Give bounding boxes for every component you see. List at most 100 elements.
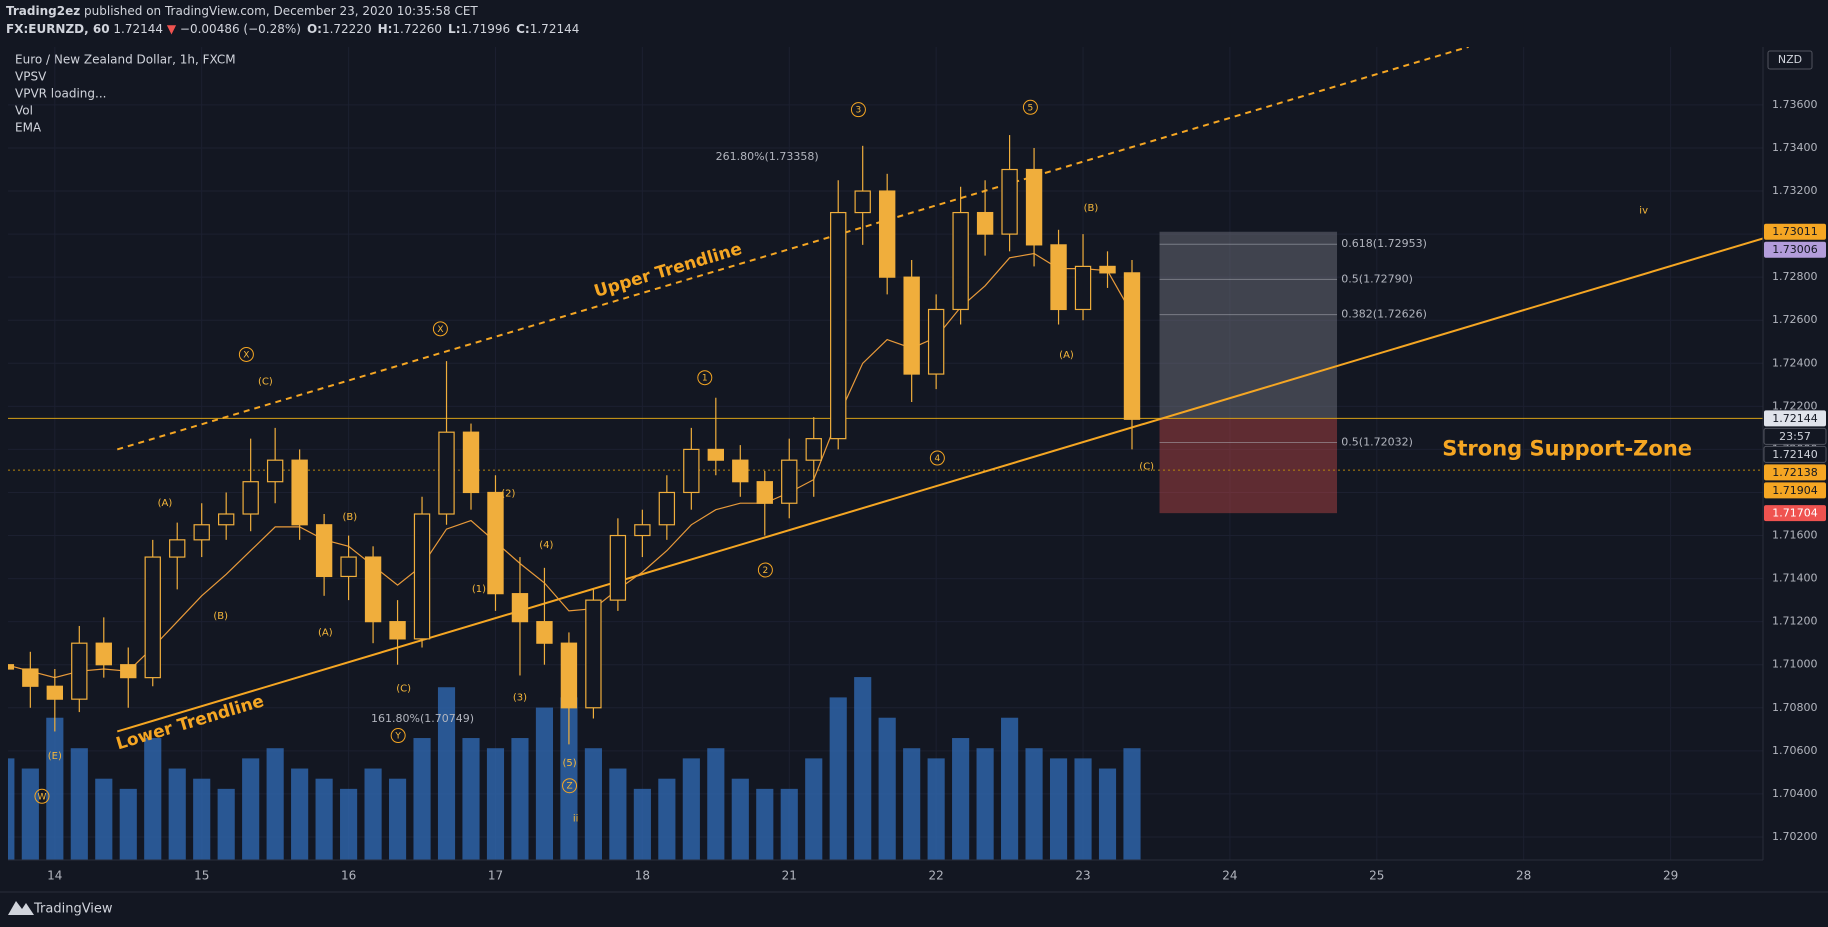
y-tick-label: 1.72800 xyxy=(1772,270,1818,283)
y-tick-label: 1.72600 xyxy=(1772,313,1818,326)
candle-body xyxy=(560,642,578,709)
volume-bar xyxy=(511,738,529,860)
candle-body xyxy=(1074,265,1092,311)
price-label-box xyxy=(1764,223,1826,240)
price-label-box xyxy=(1764,505,1826,522)
wave-label: (B) xyxy=(342,512,357,523)
symbol: FX:EURNZD, 60 xyxy=(6,22,110,36)
volume-bar xyxy=(413,738,431,860)
candle-body xyxy=(193,524,210,541)
wave-label: (C) xyxy=(258,377,273,388)
wave-label: (A) xyxy=(318,627,333,638)
legend-entry: VPSV xyxy=(15,70,47,84)
candle-body xyxy=(1123,272,1141,420)
zone-label: Strong Support-Zone xyxy=(1442,436,1692,460)
fib-label: 0.618(1.72953) xyxy=(1341,237,1427,250)
candle-body xyxy=(878,190,896,278)
x-tick-label: 28 xyxy=(1516,869,1531,883)
x-tick-label: 16 xyxy=(341,869,356,883)
price-label-box xyxy=(1764,410,1826,427)
candle-body xyxy=(756,481,773,504)
volume-bar xyxy=(731,778,749,860)
wave-label: (1) xyxy=(472,584,486,595)
volume-bar xyxy=(584,748,602,860)
wave-label: 2 xyxy=(763,566,769,576)
currency-label: NZD xyxy=(1778,53,1802,66)
price-label: 1.71904 xyxy=(1772,484,1818,497)
legend-entry: Vol xyxy=(15,104,33,118)
volume-bar xyxy=(854,677,872,860)
candle-body xyxy=(830,211,847,440)
wave-circle xyxy=(1022,99,1038,115)
candle-body xyxy=(732,459,749,483)
volume-bar xyxy=(8,758,15,860)
candle-body xyxy=(781,459,798,504)
y-tick-label: 1.70800 xyxy=(1772,701,1818,714)
wave-circle xyxy=(34,788,50,804)
wave-label: (2) xyxy=(501,489,515,500)
price-label: 1.72138 xyxy=(1772,466,1818,479)
y-tick-label: 1.73400 xyxy=(1772,141,1818,154)
volume-bar xyxy=(168,768,186,860)
volume-bar xyxy=(437,687,456,860)
last-price: 1.72144 xyxy=(113,22,163,36)
candle-body xyxy=(1001,168,1018,235)
volume-bar xyxy=(805,758,823,860)
ohlc-label: H: xyxy=(378,22,393,36)
wave-label: (4) xyxy=(539,540,553,551)
volume-bar xyxy=(1001,717,1019,860)
candle-body xyxy=(95,642,112,666)
candle-body xyxy=(340,556,357,578)
x-tick-label: 25 xyxy=(1369,869,1384,883)
wave-circle xyxy=(238,346,254,362)
price-label-box xyxy=(1763,445,1827,463)
legend: Euro / New Zealand Dollar, 1h, FXCM VPSV V… xyxy=(15,53,236,135)
x-tick-label: 22 xyxy=(929,869,944,883)
wave-label: X xyxy=(437,325,443,335)
candle-body xyxy=(1050,244,1067,311)
y-tick-label: 1.73200 xyxy=(1772,184,1818,197)
volume-bar xyxy=(266,748,284,860)
wave-label: 5 xyxy=(1028,103,1034,113)
wave-circle xyxy=(850,102,866,118)
price-label: 1.73011 xyxy=(1772,225,1818,238)
wave-label: 1 xyxy=(702,374,708,384)
wave-label: (A) xyxy=(158,498,173,509)
volume-bar xyxy=(1123,748,1141,860)
wave-label: X xyxy=(243,350,249,360)
volume-bar xyxy=(217,788,235,860)
volume-bar xyxy=(903,748,921,860)
y-tick-label: 1.71400 xyxy=(1772,572,1818,585)
candle-body xyxy=(536,621,553,644)
candle-body xyxy=(634,524,651,537)
ohlc-label: O: xyxy=(307,22,322,36)
symbol-line: FX:EURNZD, 60 1.72144 ▼ −0.00486 (−0.28%… xyxy=(6,22,579,36)
legend-entry: VPVR loading... xyxy=(15,87,106,101)
wave-circle xyxy=(432,321,448,337)
candle-body xyxy=(71,642,88,700)
candle-body xyxy=(438,431,455,515)
wave-label: 3 xyxy=(856,106,862,116)
y-tick-label: 1.71200 xyxy=(1772,615,1818,628)
volume-bar xyxy=(609,768,627,860)
footer-brand: TradingView xyxy=(33,902,113,917)
price-label-box xyxy=(1764,464,1826,481)
candle-body xyxy=(658,491,676,526)
published: published on TradingView.com, December 2… xyxy=(84,4,478,18)
ohlc: O:1.72220 H:1.72260 L:1.71996 C:1.72144 xyxy=(307,22,579,36)
wave-label: (E) xyxy=(48,751,62,762)
x-tick-label: 14 xyxy=(47,869,62,883)
wave-label: Y xyxy=(394,732,401,742)
candle-body xyxy=(8,664,15,670)
y-tick-label: 1.71000 xyxy=(1772,658,1818,671)
x-tick-label: 29 xyxy=(1663,869,1678,883)
trendline xyxy=(116,47,1469,451)
price-label: 1.73006 xyxy=(1772,243,1818,256)
y-tick-label: 1.72400 xyxy=(1772,356,1818,369)
volume-bar xyxy=(95,778,113,860)
volume-bar xyxy=(315,778,333,860)
volume-bar xyxy=(462,738,480,860)
volume-bar xyxy=(780,788,798,860)
candle-body xyxy=(1025,168,1043,246)
